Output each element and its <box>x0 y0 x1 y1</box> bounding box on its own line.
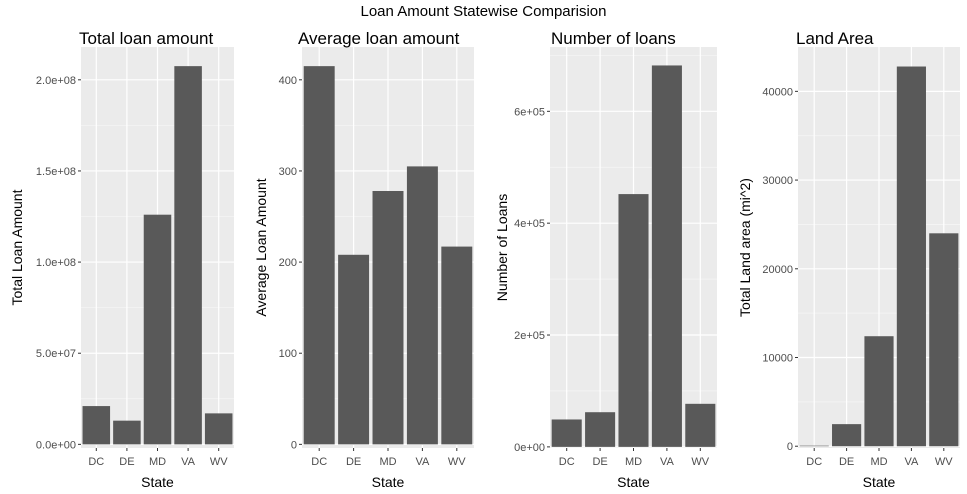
y-axis-label: Average Loan Amount <box>253 178 269 316</box>
y-axis-label: Total Land area (mi^2) <box>737 178 753 317</box>
bar-md <box>864 336 894 447</box>
y-tick-label: 1.0e+08 <box>36 257 76 269</box>
y-tick-label: 200 <box>279 257 297 269</box>
x-tick-label: DC <box>88 456 104 468</box>
x-axis-label: State <box>372 474 405 490</box>
x-tick-label: DC <box>559 456 575 468</box>
x-tick-label: DE <box>592 456 607 468</box>
bar-wv <box>685 403 716 447</box>
y-axis-label: Total Loan Amount <box>9 189 25 305</box>
bar-va <box>174 66 202 445</box>
y-tick-label: 1.5e+08 <box>36 166 76 178</box>
x-tick-label: WV <box>448 456 466 468</box>
x-tick-label: MD <box>149 456 166 468</box>
bar-de <box>832 424 862 447</box>
panel-title: Land Area <box>796 29 874 48</box>
bar-md <box>618 194 649 447</box>
panel-title: Average loan amount <box>298 29 460 48</box>
x-tick-label: VA <box>415 456 430 468</box>
bar-de <box>338 254 370 445</box>
bar-wv <box>441 246 473 445</box>
bar-va <box>896 66 926 447</box>
y-tick-label: 0e+00 <box>514 442 545 454</box>
x-tick-label: WV <box>210 456 228 468</box>
y-tick-label: 10000 <box>762 353 793 365</box>
x-tick-label: WV <box>691 456 709 468</box>
chart-panel-3: 0e+00 2e+05 4e+05 6e+05 DC DE MD VA WV Number of … <box>494 29 717 490</box>
panel-title: Number of loans <box>551 29 676 48</box>
x-axis-label: State <box>863 474 896 490</box>
x-axis-label: State <box>617 474 650 490</box>
y-tick-label: 100 <box>279 348 297 360</box>
y-tick-label: 300 <box>279 166 297 178</box>
x-tick-label: DC <box>311 456 327 468</box>
x-tick-label: VA <box>660 456 675 468</box>
bar-md <box>372 190 404 445</box>
bar-md <box>143 214 172 445</box>
x-tick-label: MD <box>379 456 396 468</box>
y-tick-label: 30000 <box>762 175 793 187</box>
figure-title: Loan Amount Statewise Comparision <box>360 3 607 20</box>
chart-panel-1: 0.0e+00 5.0e+07 1.0e+08 1.5e+08 2.0e+08 DC DE M… <box>9 29 234 490</box>
y-tick-label: 6e+05 <box>514 106 545 118</box>
y-tick-label: 2.0e+08 <box>36 75 76 87</box>
y-tick-label: 0.0e+00 <box>36 439 76 451</box>
bar-va <box>406 166 438 445</box>
x-tick-label: DC <box>806 456 822 468</box>
bar-dc <box>303 66 335 445</box>
y-tick-label: 2e+05 <box>514 330 545 342</box>
x-axis-label: State <box>141 474 174 490</box>
x-tick-label: VA <box>181 456 196 468</box>
y-tick-label: 0 <box>291 439 297 451</box>
panel-title: Total loan amount <box>79 29 213 48</box>
bar-wv <box>204 413 233 445</box>
x-tick-label: DE <box>839 456 854 468</box>
x-tick-label: DE <box>346 456 361 468</box>
y-tick-label: 5.0e+07 <box>36 348 76 360</box>
bar-dc <box>799 445 829 447</box>
y-tick-label: 4e+05 <box>514 218 545 230</box>
x-tick-label: MD <box>870 456 887 468</box>
bar-dc <box>82 406 111 445</box>
x-tick-label: WV <box>935 456 953 468</box>
bar-de <box>585 412 616 447</box>
y-axis-label: Number of Loans <box>494 194 510 301</box>
bar-de <box>113 420 141 445</box>
x-tick-label: MD <box>625 456 642 468</box>
x-tick-label: DE <box>119 456 134 468</box>
y-tick-label: 20000 <box>762 264 793 276</box>
chart-panel-4: 0 10000 20000 30000 40000 DC DE MD VA WV Land Area… <box>737 29 960 490</box>
y-tick-label: 40000 <box>762 86 793 98</box>
y-tick-label: 0 <box>787 441 793 453</box>
bar-va <box>651 65 682 447</box>
chart-panel-2: 0 100 200 300 400 DC DE MD VA WV Average loan amou… <box>253 29 474 490</box>
x-tick-label: VA <box>904 456 919 468</box>
y-tick-label: 400 <box>279 75 297 87</box>
bar-wv <box>929 233 959 447</box>
bar-dc <box>551 419 582 447</box>
